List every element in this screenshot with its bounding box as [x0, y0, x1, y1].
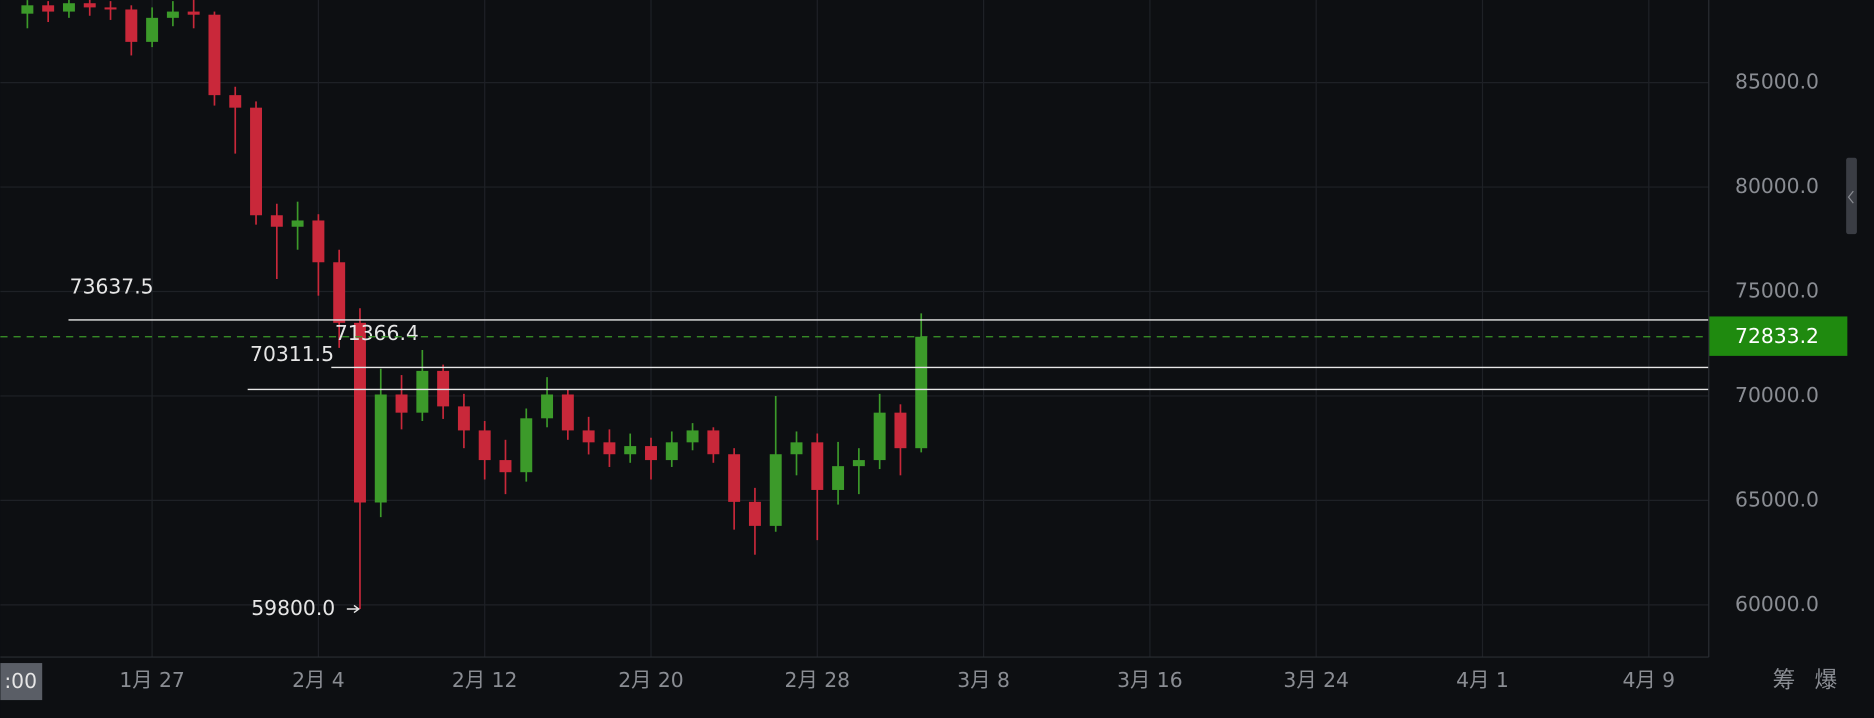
price-line-label: 71366.4	[335, 321, 419, 345]
x-tick-label: 1月 27	[119, 668, 185, 692]
candle-body	[416, 370, 429, 413]
candle-body	[728, 454, 741, 502]
candle-body	[603, 442, 616, 455]
candle-body	[187, 11, 200, 15]
candles	[21, 0, 928, 610]
price-line-label: 73637.5	[70, 275, 154, 299]
candle-body	[541, 394, 554, 419]
candle-body	[291, 220, 304, 227]
candle-body	[374, 394, 387, 503]
candle-body	[645, 446, 657, 461]
x-tick-label: 4月 9	[1622, 668, 1675, 692]
candle-body	[624, 446, 637, 455]
y-tick-label: 85000.0	[1735, 70, 1819, 94]
x-tick-label: 2月 20	[618, 668, 684, 692]
low-marker-label: 59800.0	[251, 596, 335, 620]
side-button[interactable]: 爆	[1814, 667, 1837, 693]
candle-body	[832, 466, 845, 490]
y-tick-label: 60000.0	[1735, 592, 1819, 616]
y-tick-label: 80000.0	[1735, 174, 1819, 198]
x-tick-label: 3月 16	[1117, 668, 1183, 692]
candle-body	[146, 17, 159, 42]
candle-body	[811, 442, 824, 490]
candle-body	[312, 220, 325, 263]
x-tick-label: 3月 24	[1283, 668, 1348, 692]
candle-body	[125, 9, 138, 42]
candle-body	[894, 412, 907, 449]
candle-body	[62, 3, 75, 12]
candle-body	[395, 394, 408, 413]
candle-body	[790, 442, 803, 455]
current-price-label: 72833.2	[1735, 324, 1819, 348]
time-label: :00	[4, 669, 37, 693]
candle-body	[437, 370, 450, 407]
candle-body	[166, 11, 179, 18]
candle-body	[83, 3, 96, 8]
y-tick-label: 75000.0	[1735, 279, 1819, 303]
candle-body	[665, 442, 678, 461]
candle-body	[520, 418, 533, 473]
candle-body	[873, 412, 886, 461]
y-tick-label: 70000.0	[1735, 383, 1819, 407]
candle-body	[707, 430, 720, 455]
candle-body	[582, 430, 595, 443]
candle-body	[686, 430, 699, 443]
candle-body	[852, 460, 865, 467]
scroll-arrow	[1847, 190, 1854, 204]
y-tick-label: 65000.0	[1735, 487, 1819, 511]
x-tick-label: 2月 12	[452, 668, 518, 692]
candle-body	[250, 107, 263, 216]
candle-body	[333, 262, 346, 323]
candle-body	[748, 501, 761, 526]
candle-body	[499, 460, 512, 473]
current-price-tag	[1708, 316, 1848, 356]
candle-body	[478, 430, 491, 461]
x-tick-label: 2月 28	[785, 668, 851, 692]
candle-body	[104, 7, 117, 10]
x-tick-label: 2月 4	[292, 668, 345, 692]
candle-body	[769, 454, 782, 526]
candle-body	[42, 5, 55, 12]
candle-body	[915, 336, 928, 449]
price-line-label: 70311.5	[250, 342, 334, 366]
candle-body	[353, 322, 366, 503]
x-tick-label: 4月 1	[1456, 668, 1509, 692]
candle-body	[21, 5, 34, 14]
candle-body	[229, 95, 242, 108]
side-button[interactable]: 筹	[1773, 667, 1796, 693]
grid	[0, 0, 1709, 658]
candle-body	[561, 394, 574, 431]
x-tick-label: 3月 8	[957, 668, 1010, 692]
candle-body	[270, 215, 283, 227]
candle-body	[208, 14, 221, 96]
candle-body	[457, 406, 470, 431]
time-box	[0, 663, 43, 701]
scroll-handle[interactable]	[1846, 157, 1857, 235]
low-marker-arrow	[346, 604, 360, 614]
